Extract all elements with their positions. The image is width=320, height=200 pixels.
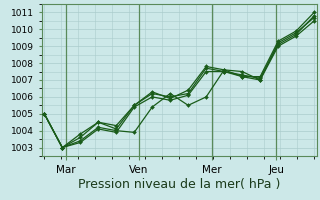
X-axis label: Pression niveau de la mer( hPa ): Pression niveau de la mer( hPa ) [78, 178, 280, 191]
